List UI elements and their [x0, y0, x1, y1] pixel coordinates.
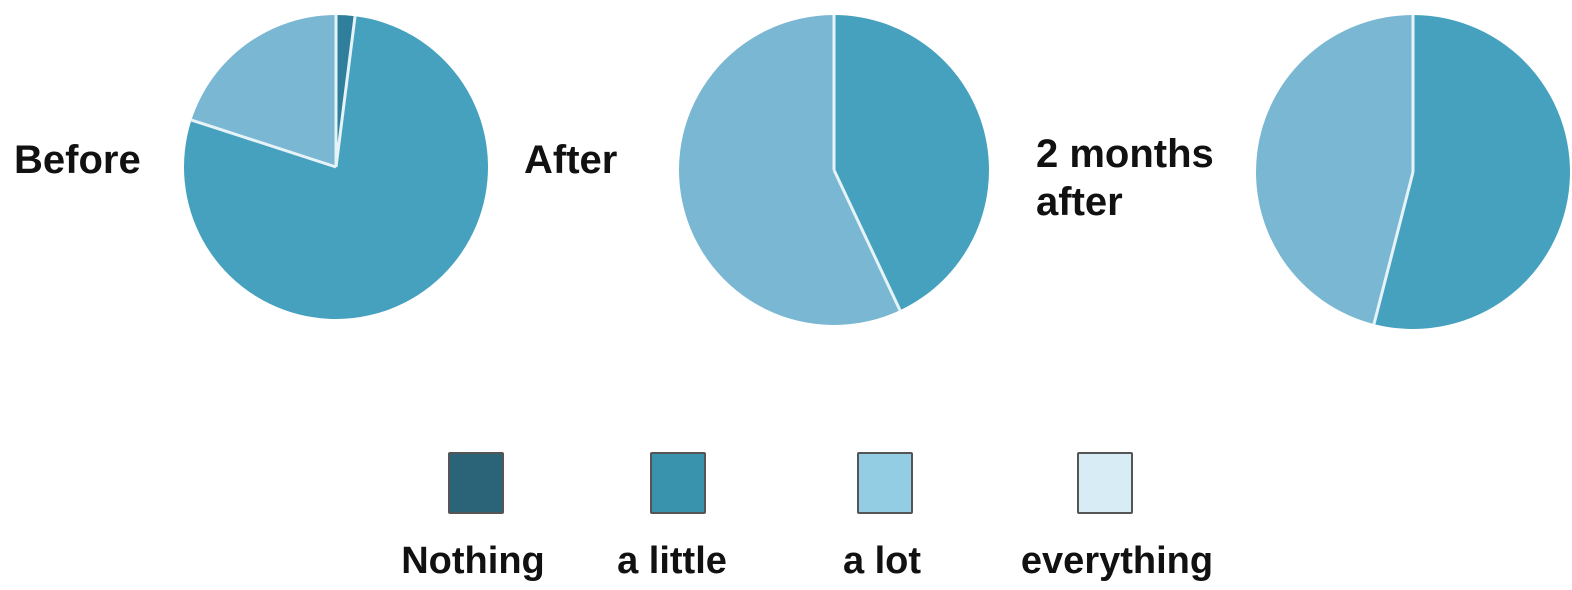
- pie-label-line: Before: [14, 138, 141, 182]
- pie-slice-separator: [1372, 171, 1415, 325]
- pie-chart-2: [1256, 15, 1570, 329]
- pie-slice-a-little: [1373, 15, 1570, 329]
- legend-label-everything: everything: [1020, 540, 1214, 582]
- pie-slice-a-lot: [678, 15, 900, 325]
- pie-label-before: Before: [14, 136, 141, 184]
- pie-slice-a-lot: [191, 15, 336, 167]
- legend-swatch-a-little: [650, 452, 706, 514]
- legend-label-a-lot: a lot: [842, 540, 922, 582]
- legend-label-a-little: a little: [617, 540, 727, 582]
- pie-slice-separator: [190, 118, 337, 169]
- legend-swatch-nothing: [448, 452, 504, 514]
- pie-label-line: After: [524, 138, 618, 182]
- legend-swatch-a-lot: [857, 452, 913, 514]
- pie-label-line: 2 months: [1036, 132, 1214, 176]
- pie-label-line: after: [1036, 180, 1123, 224]
- pie-chart-1: [678, 15, 989, 325]
- pie-label-after: After: [524, 136, 617, 184]
- legend-label-nothing: Nothing: [401, 540, 545, 582]
- pie-slice-a-little: [184, 16, 488, 319]
- pie-slice-separator: [334, 16, 357, 168]
- pie-slice-a-lot: [1256, 15, 1413, 325]
- pie-chart-0: [184, 15, 488, 319]
- pie-label-2-months-after: 2 months after: [1036, 130, 1214, 226]
- legend-swatch-everything: [1077, 452, 1133, 514]
- pie-slice-a-little: [834, 15, 989, 311]
- pie-slice-separator: [832, 169, 902, 311]
